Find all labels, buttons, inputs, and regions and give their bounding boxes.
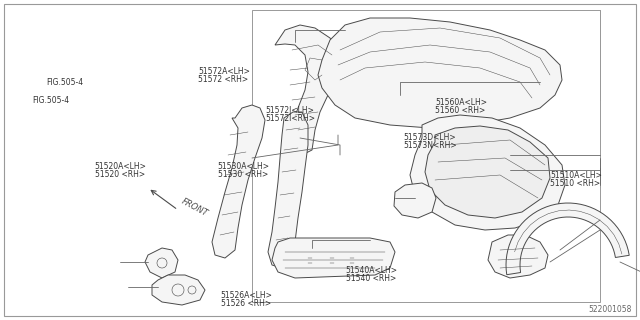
Text: 51520 <RH>: 51520 <RH> [95,170,145,179]
Text: 51526 <RH>: 51526 <RH> [221,299,271,308]
Text: 51510A<LH>: 51510A<LH> [550,171,602,180]
Text: 51526A<LH>: 51526A<LH> [221,291,273,300]
Text: FIG.505-4: FIG.505-4 [46,78,83,87]
Polygon shape [145,248,178,278]
Text: 51572I<RH>: 51572I<RH> [266,114,316,123]
Text: 51530A<LH>: 51530A<LH> [218,162,269,171]
Text: 51573N<RH>: 51573N<RH> [403,141,457,150]
Text: FRONT: FRONT [180,197,210,219]
Polygon shape [268,112,308,268]
Polygon shape [152,275,205,305]
Polygon shape [318,18,562,128]
Polygon shape [275,25,340,155]
Text: 51560A<LH>: 51560A<LH> [435,98,487,107]
Text: 51572J<LH>: 51572J<LH> [266,106,314,115]
Polygon shape [272,238,395,278]
Text: 51530 <RH>: 51530 <RH> [218,170,268,179]
Polygon shape [212,105,265,258]
Text: 51540 <RH>: 51540 <RH> [346,274,396,283]
Text: FIG.505-4: FIG.505-4 [32,96,69,105]
Text: 51572 <RH>: 51572 <RH> [198,75,248,84]
Polygon shape [410,115,565,230]
Text: 51572A<LH>: 51572A<LH> [198,67,250,76]
Text: 51540A<LH>: 51540A<LH> [346,266,397,275]
Polygon shape [425,126,550,218]
Text: 51520A<LH>: 51520A<LH> [95,162,147,171]
Polygon shape [506,203,629,275]
Text: 522001058: 522001058 [589,305,632,314]
Polygon shape [394,183,436,218]
Text: 51573D<LH>: 51573D<LH> [403,133,456,142]
Text: 51560 <RH>: 51560 <RH> [435,106,486,115]
Polygon shape [488,235,548,278]
Bar [252,10,600,302]
Text: 51510 <RH>: 51510 <RH> [550,179,600,188]
